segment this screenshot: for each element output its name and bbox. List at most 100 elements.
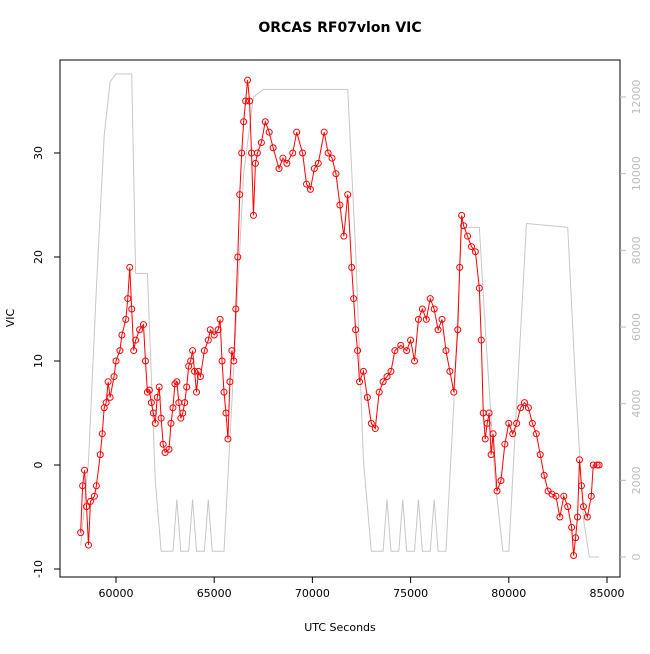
data-point (587, 492, 595, 500)
data-point (324, 149, 332, 157)
data-point (359, 367, 367, 375)
data-point (397, 341, 405, 349)
data-point (112, 357, 120, 365)
data-point (169, 404, 177, 412)
data-point (391, 347, 399, 355)
data-point (489, 430, 497, 438)
data-point (552, 492, 560, 500)
data-point (240, 118, 248, 126)
data-point (371, 425, 379, 433)
data-point (104, 378, 112, 386)
data-point (426, 295, 434, 303)
data-point (244, 76, 252, 84)
data-point (579, 503, 587, 511)
data-point (130, 347, 138, 355)
data-point (458, 211, 466, 219)
data-point (200, 347, 208, 355)
x-tick-label: 70000 (295, 587, 330, 600)
data-point (536, 451, 544, 459)
data-point (102, 399, 110, 407)
data-point (226, 378, 234, 386)
data-point (265, 128, 273, 136)
data-point (110, 373, 118, 381)
data-point (454, 326, 462, 334)
data-point (196, 373, 204, 381)
data-point (126, 263, 134, 271)
data-point (332, 170, 340, 178)
data-point (548, 490, 556, 498)
data-point (269, 144, 277, 152)
data-point (236, 191, 244, 199)
series-line (80, 80, 600, 556)
data-point (375, 388, 383, 396)
data-point (249, 211, 257, 219)
data-point (460, 222, 468, 230)
data-point (116, 347, 124, 355)
data-point (261, 118, 269, 126)
data-point (183, 383, 191, 391)
data-point (442, 347, 450, 355)
y2-tick-label: 8000 (630, 236, 643, 264)
y-tick-label: 0 (32, 461, 45, 468)
data-point (275, 165, 283, 173)
y2-tick-label: 0 (630, 553, 643, 560)
data-point (222, 409, 230, 417)
data-point (145, 386, 153, 394)
data-point (528, 419, 536, 427)
y2-tick-label: 4000 (630, 390, 643, 418)
data-point (228, 347, 236, 355)
data-point (165, 445, 173, 453)
data-point (83, 503, 91, 511)
data-point (411, 357, 419, 365)
data-point (438, 315, 446, 323)
data-point (576, 456, 584, 464)
data-point (232, 305, 240, 313)
data-point (517, 404, 525, 412)
data-point (143, 388, 151, 396)
data-point (564, 503, 572, 511)
data-point (224, 435, 232, 443)
data-point (434, 326, 442, 334)
data-point (210, 331, 218, 339)
data-point (352, 326, 360, 334)
data-point (193, 388, 201, 396)
data-point (128, 305, 136, 313)
data-point (356, 378, 364, 386)
data-point (556, 513, 564, 521)
data-point (204, 336, 212, 344)
data-point (501, 440, 509, 448)
data-point (234, 253, 242, 261)
data-point (84, 541, 92, 549)
y2-tick-label: 10000 (630, 156, 643, 191)
data-point (189, 347, 197, 355)
data-point (293, 128, 301, 136)
data-point (246, 97, 254, 105)
data-point (310, 165, 318, 173)
data-point (328, 154, 336, 162)
data-point (90, 492, 98, 500)
data-point (350, 295, 358, 303)
data-point (430, 305, 438, 313)
data-point (96, 451, 104, 459)
data-point (279, 154, 287, 162)
data-point (379, 378, 387, 386)
data-point (403, 347, 411, 355)
data-point (306, 185, 314, 193)
data-point (540, 471, 548, 479)
data-point (167, 419, 175, 427)
data-point (86, 497, 94, 505)
data-point (139, 321, 147, 329)
data-point (79, 482, 87, 490)
data-point (216, 315, 224, 323)
data-point (418, 305, 426, 313)
data-point (572, 534, 580, 542)
data-point (320, 128, 328, 136)
data-point (289, 149, 297, 157)
data-point (593, 461, 601, 469)
data-point (493, 487, 501, 495)
data-point (471, 248, 479, 256)
data-point (446, 367, 454, 375)
data-point (577, 482, 585, 490)
data-point (159, 440, 167, 448)
y-tick-label: 30 (32, 146, 45, 160)
